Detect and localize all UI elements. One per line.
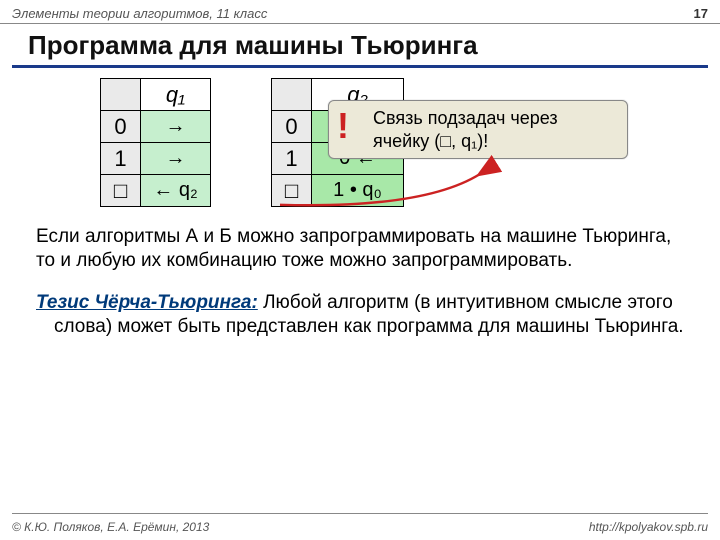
footer: © К.Ю. Поляков, Е.А. Ерёмин, 2013 http:/… <box>12 520 708 534</box>
callout-line2: ячейку (□, q₁)! <box>373 131 488 151</box>
table-corner <box>101 79 141 111</box>
row-action: 1 • q₀ <box>312 175 404 207</box>
footer-rule <box>12 513 708 514</box>
title-rule <box>12 65 708 68</box>
row-symbol: 0 <box>101 111 141 143</box>
table-row: □ ← q₂ <box>101 175 211 207</box>
exclaim-icon: ! <box>337 103 349 148</box>
header-subject: Элементы теории алгоритмов, 11 класс <box>12 6 267 21</box>
row-symbol: 1 <box>272 143 312 175</box>
row-action: ← q₂ <box>141 175 211 207</box>
table-row: 0 → <box>101 111 211 143</box>
header: Элементы теории алгоритмов, 11 класс 17 <box>0 0 720 24</box>
explain-paragraph: Если алгоритмы А и Б можно запрограммиро… <box>0 221 720 283</box>
callout-line1: Связь подзадач через <box>373 108 558 128</box>
turing-table-q1: q₁ 0 → 1 → □ ← q₂ <box>100 78 211 207</box>
row-symbol: 1 <box>101 143 141 175</box>
tables-area: q₁ 0 → 1 → □ ← q₂ q₂ 0 1 • q₀ 1 0 ← □ <box>0 78 720 221</box>
row-symbol: □ <box>101 175 141 207</box>
row-action: → <box>141 111 211 143</box>
footer-copyright: © К.Ю. Поляков, Е.А. Ерёмин, 2013 <box>12 520 209 534</box>
page-number: 17 <box>694 6 708 21</box>
thesis-lead: Тезис Чёрча-Тьюринга: <box>36 292 258 313</box>
table-row: □ 1 • q₀ <box>272 175 404 207</box>
table-corner <box>272 79 312 111</box>
table-row: 1 → <box>101 143 211 175</box>
row-symbol: 0 <box>272 111 312 143</box>
table-head-q1: q₁ <box>141 79 211 111</box>
church-turing-thesis: Тезис Чёрча-Тьюринга: Любой алгоритм (в … <box>0 283 720 350</box>
page-title: Программа для машины Тьюринга <box>0 24 720 65</box>
footer-url: http://kpolyakov.spb.ru <box>589 520 708 534</box>
row-action: → <box>141 143 211 175</box>
callout-box: ! Связь подзадач через ячейку (□, q₁)! <box>328 100 628 159</box>
row-symbol: □ <box>272 175 312 207</box>
